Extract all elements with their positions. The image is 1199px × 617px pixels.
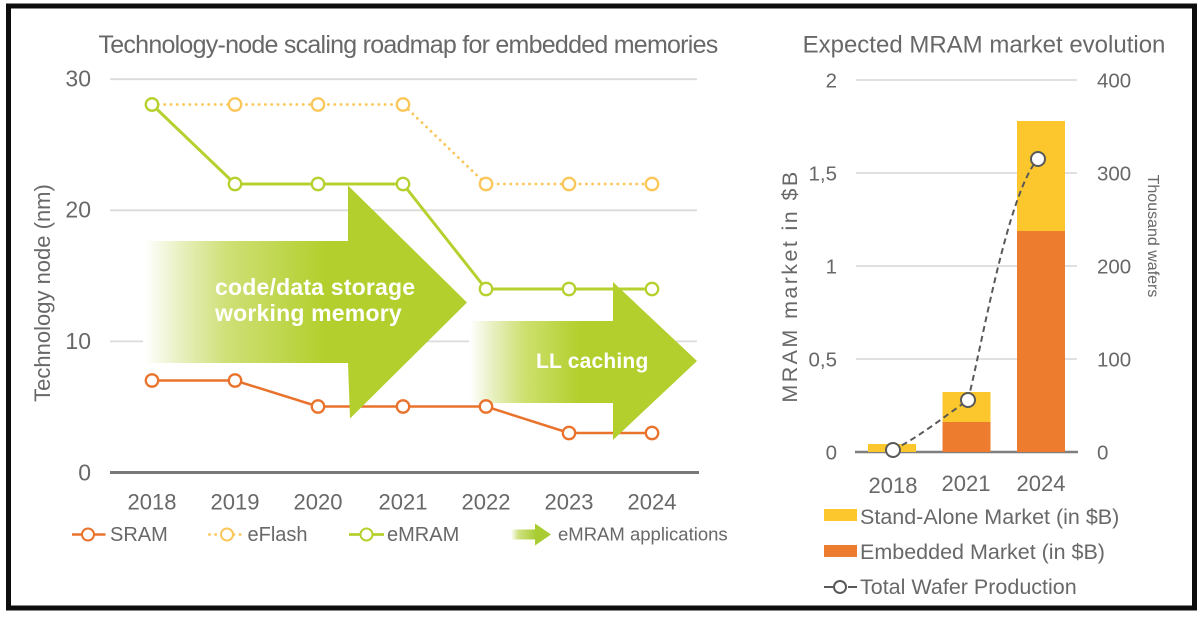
svg-text:300: 300	[1097, 162, 1131, 185]
svg-text:Stand-Alone Market (in $B): Stand-Alone Market (in $B)	[860, 505, 1119, 529]
svg-text:2021: 2021	[942, 471, 991, 496]
svg-text:400: 400	[1097, 69, 1131, 92]
svg-text:eMRAM applications: eMRAM applications	[558, 524, 728, 545]
svg-text:2019: 2019	[211, 490, 260, 515]
svg-text:Embedded Market (in $B): Embedded Market (in $B)	[860, 540, 1105, 564]
svg-text:0,5: 0,5	[809, 348, 838, 371]
svg-text:Expected MRAM market evolution: Expected MRAM market evolution	[803, 32, 1166, 59]
svg-text:Technology-node scaling roadma: Technology-node scaling roadmap for embe…	[99, 31, 718, 59]
svg-text:code/data storage: code/data storage	[215, 274, 415, 300]
svg-text:2023: 2023	[545, 490, 594, 515]
svg-text:30: 30	[65, 66, 91, 92]
svg-text:1,5: 1,5	[809, 162, 838, 185]
svg-text:Thousand wafers: Thousand wafers	[1144, 175, 1161, 298]
svg-text:2024: 2024	[1017, 471, 1066, 496]
svg-text:eFlash: eFlash	[248, 524, 308, 546]
svg-text:2021: 2021	[379, 490, 428, 515]
svg-text:0: 0	[826, 441, 837, 464]
svg-text:0: 0	[78, 460, 91, 486]
svg-text:2018: 2018	[128, 490, 177, 515]
svg-text:Total Wafer Production: Total Wafer Production	[860, 575, 1077, 599]
svg-text:0: 0	[1097, 441, 1108, 464]
svg-text:100: 100	[1097, 348, 1131, 371]
svg-text:MRAM market in $B: MRAM market in $B	[778, 169, 802, 402]
svg-text:LL caching: LL caching	[536, 350, 648, 373]
svg-text:20: 20	[65, 197, 91, 223]
svg-text:2022: 2022	[462, 490, 511, 515]
svg-text:working memory: working memory	[214, 300, 402, 326]
svg-text:200: 200	[1097, 255, 1131, 278]
svg-text:1: 1	[826, 255, 837, 278]
svg-text:2020: 2020	[294, 490, 343, 515]
svg-text:Technology node (nm): Technology node (nm)	[30, 184, 55, 402]
svg-text:2018: 2018	[869, 473, 918, 498]
svg-text:SRAM: SRAM	[110, 524, 168, 546]
svg-text:2024: 2024	[628, 490, 677, 515]
svg-text:eMRAM: eMRAM	[387, 524, 459, 546]
svg-text:2: 2	[826, 69, 837, 92]
svg-text:10: 10	[65, 328, 91, 354]
